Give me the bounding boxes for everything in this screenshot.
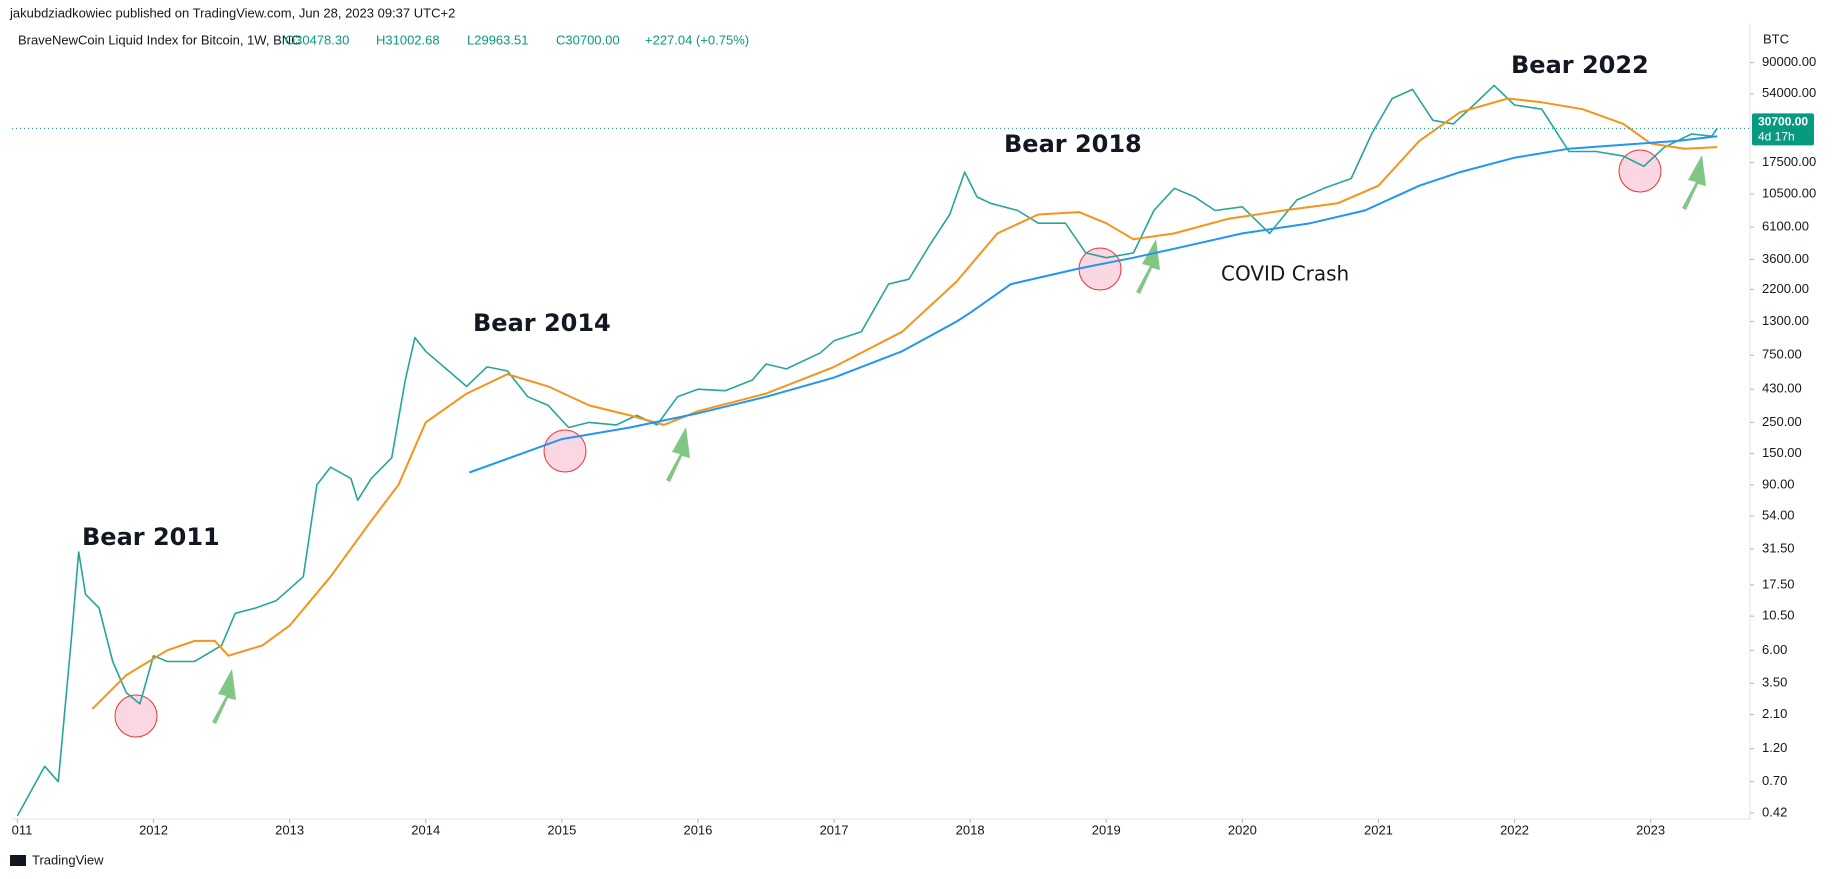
y-tick-label: 0.42 (1762, 804, 1787, 819)
circle (1078, 247, 1122, 291)
annotation: Bear 2022 (1511, 51, 1649, 79)
footer-logo: TradingView (10, 852, 104, 867)
y-tick-label: 54.00 (1762, 507, 1795, 522)
arrows (212, 155, 1706, 724)
circle (114, 694, 158, 738)
moving-average (91, 97, 1718, 710)
y-tick-label: 10500.00 (1762, 185, 1816, 200)
y-tick-label: 2.10 (1762, 706, 1787, 721)
y-tick-label: 0.70 (1762, 773, 1787, 788)
x-tick-label: 2022 (1500, 822, 1529, 837)
annotation: Bear 2014 (473, 309, 611, 337)
y-tick-label: 150.00 (1762, 445, 1802, 460)
symbol: BraveNewCoin Liquid Index for Bitcoin, 1… (18, 32, 301, 47)
arrow (1136, 239, 1160, 294)
y-tick-label: 54000.00 (1762, 85, 1816, 100)
footer: TradingView (32, 852, 104, 867)
countdown: 4d 17h (1758, 130, 1795, 144)
x-tick-label: 2019 (1092, 822, 1121, 837)
y-tick-label: 6.00 (1762, 642, 1787, 657)
x-tick-label: 2021 (1364, 822, 1393, 837)
x-tick-label: 2015 (547, 822, 576, 837)
last-price-box (1752, 113, 1814, 146)
y-tick-label: 2200.00 (1762, 281, 1809, 296)
arrow (212, 669, 236, 724)
y-tick-label: 17500.00 (1762, 154, 1816, 169)
ohlc-high: H31002.68 (376, 32, 440, 47)
ohlc-change: +227.04 (+0.75%) (645, 32, 749, 47)
y-tick-label: 3.50 (1762, 675, 1787, 690)
y-tick-label: 250.00 (1762, 414, 1802, 429)
ohlc-close: C30700.00 (556, 32, 620, 47)
arrow (666, 427, 690, 482)
x-tick-label: 2018 (956, 822, 985, 837)
currency: BTC (1763, 31, 1789, 46)
y-tick-label: 90.00 (1762, 476, 1795, 491)
y-tick-label: 17.50 (1762, 576, 1795, 591)
annotation: COVID Crash (1221, 262, 1349, 286)
annotation: Bear 2011 (82, 523, 220, 551)
circle (543, 429, 587, 473)
price-line (16, 84, 1718, 817)
circles (114, 149, 1662, 738)
ohlc-low: L29963.51 (467, 32, 528, 47)
moving-average (468, 135, 1718, 474)
logo-mark (10, 855, 26, 866)
x-tick-label: 2012 (139, 822, 168, 837)
y-tick-label: 90000.00 (1762, 54, 1816, 69)
y-tick-label: 750.00 (1762, 347, 1802, 362)
x-tick-label: 2017 (820, 822, 849, 837)
y-tick-label: 1.20 (1762, 740, 1787, 755)
y-tick-label: 6100.00 (1762, 219, 1809, 234)
y-tick-label: 31.50 (1762, 540, 1795, 555)
x-tick-label: 2013 (275, 822, 304, 837)
arrow (1682, 155, 1706, 210)
annotation: Bear 2018 (1004, 130, 1142, 158)
last-price-label: 30700.00 (1758, 115, 1808, 129)
x-tick-label: 011 (12, 822, 33, 837)
y-tick-label: 1300.00 (1762, 313, 1809, 328)
x-tick-label: 2016 (683, 822, 712, 837)
y-tick-label: 3600.00 (1762, 251, 1809, 266)
publisher: jakubdziadkowiec published on TradingVie… (9, 5, 455, 20)
x-tick-label: 2020 (1228, 822, 1257, 837)
ohlc-open: O30478.30 (285, 32, 349, 47)
x-tick-label: 2014 (411, 822, 440, 837)
y-tick-label: 10.50 (1762, 608, 1795, 623)
x-tick-label: 2023 (1636, 822, 1665, 837)
y-tick-label: 430.00 (1762, 381, 1802, 396)
